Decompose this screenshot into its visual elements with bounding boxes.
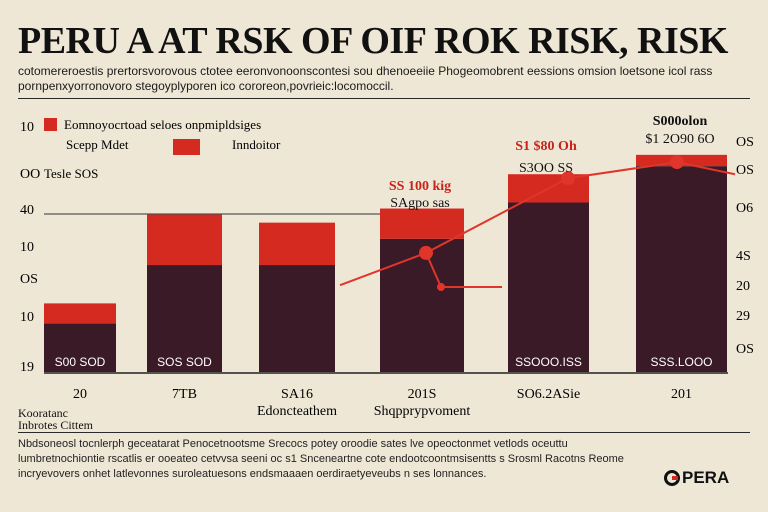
annotation-line-1: S000olon — [653, 114, 708, 129]
trend-drop — [425, 252, 442, 288]
bar-value-label: S00 SOD — [55, 355, 106, 369]
brand-logo: PERA — [664, 468, 729, 488]
page-subtitle: cotomereroestis prertorsvorovous ctotee … — [18, 64, 713, 93]
annotation-line-1: S1 $80 Oh — [515, 139, 577, 154]
x-tick-label: 20 — [73, 387, 87, 402]
y-tick-left: 19 — [20, 360, 34, 375]
bar-dark — [380, 238, 464, 372]
legend-swatch-a — [44, 118, 57, 131]
source-label: Kooratanc Inbrotes Cittem — [18, 407, 93, 431]
x-tick-sublabel: Shqpprypvoment — [374, 404, 471, 419]
y-tick-left: 10 — [20, 240, 34, 255]
bar-value-label: SOS SOD — [157, 355, 212, 369]
legend-swatch-c — [173, 139, 200, 155]
x-tick-label: 201S — [408, 387, 437, 402]
header-rule — [18, 98, 750, 99]
x-tick-label: SA16 — [281, 387, 313, 402]
bar-dark — [636, 166, 727, 372]
footer-rule — [18, 432, 750, 433]
y-tick-right: OS — [736, 163, 754, 178]
y-tick-right: 29 — [736, 309, 750, 324]
y-tick-right: 4S — [736, 249, 751, 264]
annotation-line-1: SS 100 kig — [389, 179, 451, 194]
annotation-line-2: S3OO SS — [519, 161, 573, 176]
legend-label-a: Eomnoyocrtoad seloes onpmipldsiges — [64, 117, 261, 132]
annotation-line-2: $1 2O90 6O — [645, 132, 714, 147]
x-tick-label: 201 — [671, 387, 692, 402]
logo-text: PERA — [682, 468, 730, 487]
bar-red — [147, 214, 222, 266]
bar-red — [259, 222, 335, 266]
x-tick-label: 7TB — [172, 387, 197, 402]
y-tick-right: 20 — [736, 279, 750, 294]
footnote: Nbdsoneosl tocnlerph geceatarat Penocetn… — [18, 438, 624, 480]
bar-dark — [44, 323, 116, 372]
legend-label-c: Inndoitor — [232, 137, 281, 152]
trend-point — [437, 283, 445, 291]
x-tick-label: SO6.2ASie — [517, 387, 580, 402]
annotation-line-2: SAgpo sas — [390, 196, 450, 211]
legend-label-b: Scepp Mdet — [66, 137, 129, 152]
bar-dark — [259, 265, 335, 372]
y-tick-right: OS — [736, 342, 754, 357]
bar-red — [380, 208, 464, 239]
y-tick-left: OO — [20, 167, 40, 182]
y-tick-left: 40 — [20, 203, 34, 218]
trend-point — [670, 155, 684, 170]
x-tick-sublabel: Edoncteathem — [257, 404, 337, 419]
y-tick-left-label: Tesle SOS — [44, 166, 98, 181]
bar-dark — [147, 265, 222, 372]
y-tick-right: O6 — [736, 201, 753, 216]
source-line-2: Inbrotes Cittem — [18, 418, 93, 432]
y-tick-left: 10 — [20, 310, 34, 325]
page-title: PERU A AT RSK OF OIF ROK RISK, RISK — [18, 20, 728, 62]
bar-value-label: SSOOO.ISS — [515, 355, 582, 369]
bar-value-label: SSS.LOOO — [650, 355, 712, 369]
y-tick-left: OS — [20, 272, 38, 287]
logo-icon — [664, 470, 680, 486]
bar-red — [44, 303, 116, 324]
bar-dark — [508, 202, 589, 372]
trend-point — [561, 171, 575, 186]
y-tick-left: 10 — [20, 120, 34, 135]
y-tick-right: OS — [736, 135, 754, 150]
source-line-1: Kooratanc — [18, 406, 68, 420]
